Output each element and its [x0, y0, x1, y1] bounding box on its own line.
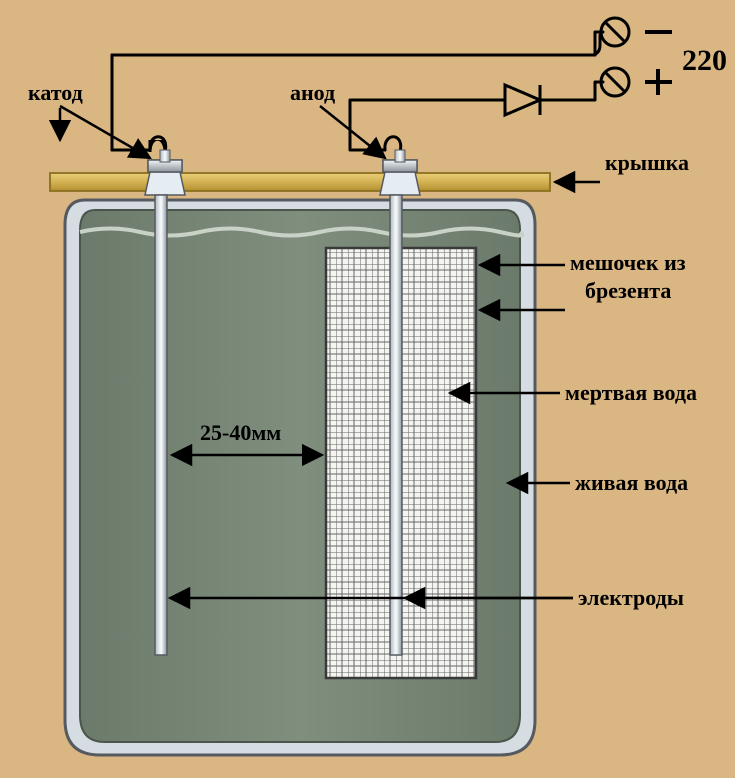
cathode-label: катод	[28, 80, 83, 105]
anode-label: анод	[290, 80, 335, 105]
electrode-cathode	[155, 195, 167, 655]
patch	[115, 30, 595, 140]
electrode-anode	[390, 195, 402, 655]
live-water-label: живая вода	[575, 470, 688, 495]
voltage-label: 220	[682, 44, 727, 77]
electrodes-label: электроды	[578, 585, 684, 610]
lid-label: крышка	[605, 150, 689, 175]
electrolysis-diagram: 220 катод анод крышка мешочек из брезент…	[0, 0, 735, 778]
bag-label-2: брезента	[585, 278, 671, 303]
gap-label: 25-40мм	[200, 420, 281, 445]
lid	[50, 173, 550, 191]
diagram-root: 220 катод анод крышка мешочек из брезент…	[0, 0, 735, 778]
dead-water-label: мертвая вода	[565, 380, 697, 405]
bag-label-1: мешочек из	[570, 250, 686, 275]
